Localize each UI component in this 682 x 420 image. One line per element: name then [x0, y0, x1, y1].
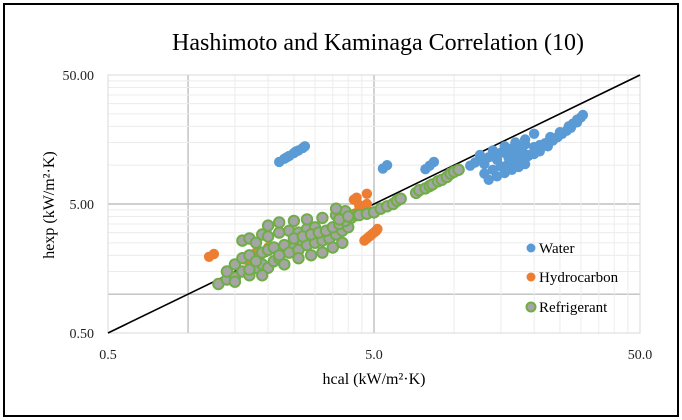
data-point-refrigerant — [329, 202, 343, 215]
data-point-refrigerant — [316, 211, 329, 225]
legend-marker-water — [526, 243, 536, 253]
data-point-refrigerant — [273, 216, 286, 229]
series-water — [274, 109, 589, 185]
chart-title: Hashimoto and Kaminaga Correlation (10) — [172, 30, 584, 56]
data-point-water — [281, 152, 292, 163]
y-tick-label: 0.50 — [70, 327, 95, 342]
legend-marker-refrigerant — [525, 301, 537, 313]
data-point-water — [381, 160, 393, 171]
x-tick-label: 0.5 — [99, 348, 117, 363]
data-point-water — [563, 121, 574, 132]
legend-label-water: Water — [539, 241, 574, 257]
data-point-refrigerant — [278, 258, 291, 271]
x-tick-label: 5.0 — [365, 348, 383, 363]
data-point-hydrocarbon — [372, 223, 383, 235]
y-axis-label: hexp (kW/m²·K) — [41, 151, 58, 258]
data-point-refrigerant — [287, 214, 301, 228]
data-point-water — [554, 127, 566, 138]
data-point-water — [519, 158, 531, 170]
y-axis-ticks: 0.50 5.00 50.00 — [63, 69, 95, 342]
legend-item-hydrocarbon: Hydrocarbon — [526, 270, 619, 286]
data-point-water — [291, 146, 302, 157]
data-point-water — [545, 131, 556, 143]
data-point-refrigerant — [300, 213, 314, 226]
plot-area — [107, 74, 641, 334]
legend-label-hydrocarbon: Hydrocarbon — [539, 270, 619, 286]
data-point-refrigerant — [292, 252, 305, 265]
data-point-water — [474, 149, 486, 161]
data-point-refrigerant — [261, 230, 275, 243]
legend-item-refrigerant: Refrigerant — [525, 300, 608, 316]
legend-marker-hydrocarbon — [526, 272, 536, 282]
data-point-refrigerant — [273, 226, 286, 239]
data-point-refrigerant — [336, 236, 349, 250]
data-point-refrigerant — [220, 265, 234, 278]
data-point-water — [499, 141, 510, 152]
y-tick-label: 50.00 — [63, 69, 95, 84]
data-point-refrigerant — [316, 246, 329, 259]
data-point-refrigerant — [326, 241, 339, 254]
legend-item-water: Water — [526, 241, 574, 257]
data-point-refrigerant — [261, 219, 275, 232]
data-point-water — [577, 109, 589, 121]
data-point-refrigerant — [304, 249, 318, 262]
x-axis-label: hcal (kW/m²·K) — [323, 371, 426, 388]
data-points — [203, 109, 589, 291]
data-point-refrigerant — [342, 210, 355, 223]
data-point-hydrocarbon — [361, 198, 373, 210]
legend: Water Hydrocarbon Refrigerant — [525, 241, 619, 316]
y-tick-label: 5.00 — [70, 198, 95, 213]
data-point-refrigerant — [228, 275, 242, 288]
reference-line-y-equals-x — [107, 74, 641, 334]
data-point-refrigerant — [452, 163, 465, 177]
data-point-water — [510, 137, 521, 148]
data-point-refrigerant — [394, 192, 407, 205]
data-point-water — [487, 145, 499, 156]
data-point-water — [299, 141, 311, 152]
x-axis-ticks: 0.5 5.0 50.0 — [99, 348, 652, 363]
data-point-refrigerant — [256, 269, 269, 282]
series-refrigerant — [212, 163, 465, 291]
data-point-refrigerant — [249, 255, 263, 268]
data-point-hydrocarbon — [361, 188, 373, 199]
data-point-water — [519, 134, 531, 145]
data-point-water — [428, 156, 440, 168]
data-point-water — [528, 128, 540, 139]
data-point-refrigerant — [249, 236, 263, 250]
data-point-refrigerant — [243, 263, 256, 276]
data-point-water — [571, 117, 583, 128]
data-point-hydrocarbon — [208, 248, 220, 260]
legend-label-refrigerant: Refrigerant — [539, 300, 608, 316]
data-point-water — [483, 174, 494, 185]
data-point-hydrocarbon — [354, 199, 365, 211]
x-tick-label: 50.0 — [628, 348, 653, 363]
